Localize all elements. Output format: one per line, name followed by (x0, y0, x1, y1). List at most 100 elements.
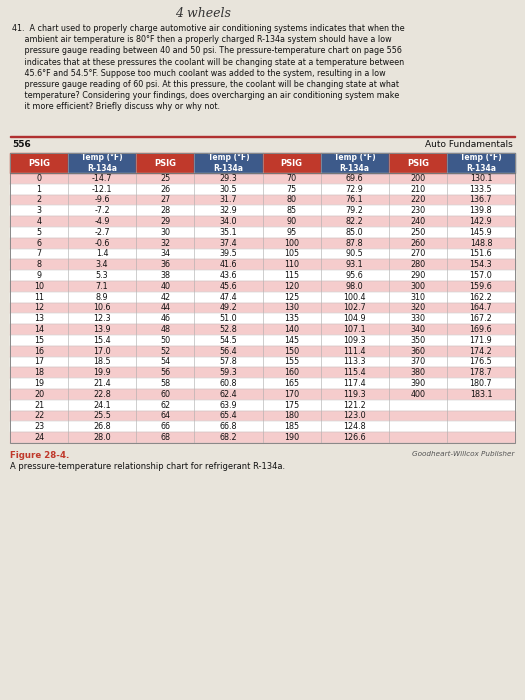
Bar (262, 324, 321, 335)
Bar (10, 356, 68, 368)
Text: PSIG: PSIG (28, 158, 50, 167)
Bar (68, 378, 136, 389)
Bar (321, 411, 388, 421)
Text: 24: 24 (34, 433, 44, 442)
Bar (136, 378, 194, 389)
Text: 9: 9 (36, 271, 41, 280)
Text: 4 wheels: 4 wheels (175, 7, 231, 20)
Bar (388, 346, 447, 356)
Text: 117.4: 117.4 (343, 379, 366, 388)
Text: ambient air temperature is 80°F then a properly charged R-134a system should hav: ambient air temperature is 80°F then a p… (12, 35, 392, 44)
Text: 145: 145 (284, 336, 299, 345)
Text: 62.4: 62.4 (219, 390, 237, 399)
Bar (447, 260, 515, 270)
Bar (136, 248, 194, 260)
Text: 85.0: 85.0 (346, 228, 363, 237)
Bar (194, 260, 262, 270)
Text: 135: 135 (284, 314, 299, 323)
Text: 260: 260 (410, 239, 425, 248)
Text: 125: 125 (284, 293, 299, 302)
Bar (388, 281, 447, 292)
Bar (262, 421, 321, 432)
Bar (136, 205, 194, 216)
Text: 5: 5 (36, 228, 41, 237)
Text: 100: 100 (284, 239, 299, 248)
Bar (321, 238, 388, 248)
Bar (194, 368, 262, 378)
Text: 58: 58 (160, 379, 170, 388)
Bar (68, 238, 136, 248)
Bar (321, 227, 388, 238)
Bar (321, 421, 388, 432)
Bar (262, 281, 321, 292)
Text: 115.4: 115.4 (343, 368, 366, 377)
Text: 130.1: 130.1 (470, 174, 492, 183)
Text: 130: 130 (284, 304, 299, 312)
Bar (447, 400, 515, 411)
Text: 64: 64 (160, 412, 170, 421)
Bar (194, 248, 262, 260)
Text: 12.3: 12.3 (93, 314, 111, 323)
Bar (262, 356, 321, 368)
Bar (447, 356, 515, 368)
Bar (68, 184, 136, 195)
Text: 34.0: 34.0 (219, 217, 237, 226)
Text: 154.3: 154.3 (469, 260, 492, 270)
Text: 167.2: 167.2 (469, 314, 492, 323)
Bar (262, 335, 321, 346)
Bar (136, 292, 194, 302)
Text: 46: 46 (160, 314, 170, 323)
Bar (321, 153, 388, 173)
Bar (194, 389, 262, 400)
Bar (68, 153, 136, 173)
Text: 26.8: 26.8 (93, 422, 111, 431)
Bar (194, 205, 262, 216)
Bar (321, 324, 388, 335)
Text: 14: 14 (34, 325, 44, 334)
Text: 104.9: 104.9 (343, 314, 366, 323)
Bar (194, 153, 262, 173)
Text: 63.9: 63.9 (219, 400, 237, 410)
Text: 41.6: 41.6 (219, 260, 237, 270)
Text: Auto Fundamentals: Auto Fundamentals (425, 140, 513, 149)
Bar (68, 335, 136, 346)
Bar (321, 292, 388, 302)
Text: 13.9: 13.9 (93, 325, 111, 334)
Text: 70: 70 (287, 174, 297, 183)
Text: 139.8: 139.8 (469, 206, 492, 216)
Text: 170: 170 (284, 390, 299, 399)
Text: 50: 50 (160, 336, 170, 345)
Bar (68, 227, 136, 238)
Text: 52: 52 (160, 346, 171, 356)
Text: 76.1: 76.1 (346, 195, 363, 204)
Text: 22: 22 (34, 412, 44, 421)
Bar (321, 173, 388, 184)
Bar (321, 432, 388, 443)
Bar (136, 400, 194, 411)
Bar (447, 335, 515, 346)
Text: 27: 27 (160, 195, 171, 204)
Bar (447, 184, 515, 195)
Bar (10, 153, 515, 443)
Text: 66.8: 66.8 (219, 422, 237, 431)
Text: 60.8: 60.8 (219, 379, 237, 388)
Text: 13: 13 (34, 314, 44, 323)
Text: 66: 66 (160, 422, 170, 431)
Text: 21: 21 (34, 400, 44, 410)
Text: 72.9: 72.9 (346, 185, 364, 194)
Bar (10, 314, 68, 324)
Text: 185: 185 (284, 422, 299, 431)
Text: 90.5: 90.5 (346, 249, 363, 258)
Bar (68, 216, 136, 227)
Text: 3.4: 3.4 (96, 260, 109, 270)
Bar (194, 184, 262, 195)
Text: it more efficient? Briefly discuss why or why not.: it more efficient? Briefly discuss why o… (12, 102, 220, 111)
Text: 32.9: 32.9 (219, 206, 237, 216)
Text: 25: 25 (160, 174, 171, 183)
Text: 180.7: 180.7 (469, 379, 492, 388)
Text: 47.4: 47.4 (219, 293, 237, 302)
Text: 93.1: 93.1 (346, 260, 363, 270)
Bar (136, 421, 194, 432)
Bar (388, 335, 447, 346)
Bar (262, 260, 321, 270)
